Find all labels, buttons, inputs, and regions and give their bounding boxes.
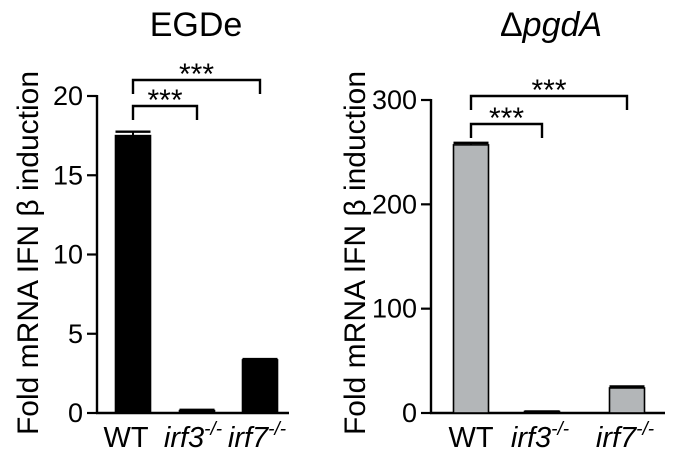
- y-tick-label: 200: [372, 189, 417, 219]
- chart-title: EGDe: [150, 6, 243, 44]
- category-superscript: -/-: [268, 419, 286, 440]
- x-tick-label: WT: [448, 422, 493, 454]
- x-tick-label: irf3-/-: [164, 419, 222, 454]
- significance-label: ***: [147, 84, 182, 117]
- significance-bracket: [131, 104, 199, 120]
- title-prefix: Δ: [500, 6, 523, 44]
- x-tick-label: irf7-/-: [228, 419, 286, 454]
- x-tick-label: irf3-/-: [511, 419, 569, 454]
- bar-irf7: [608, 387, 646, 414]
- significance-bracket: [131, 78, 262, 94]
- y-axis-label: Fold mRNA IFN β induction: [12, 71, 45, 435]
- category-name: irf7: [228, 422, 270, 454]
- chart-panel-pgda: ΔpgdA Fold mRNA IFN β induction 0 100 200 300…: [339, 6, 665, 454]
- chart-title: ΔpgdA: [500, 6, 602, 44]
- y-tick-label: 0: [68, 398, 83, 428]
- category-name: WT: [103, 422, 148, 454]
- significance-label: ***: [489, 102, 524, 135]
- bar-irf7: [241, 359, 279, 414]
- y-tick-label: 100: [372, 294, 417, 324]
- significance-label: ***: [179, 58, 214, 91]
- x-tick-label: irf7-/-: [596, 419, 654, 454]
- x-tick-label: WT: [103, 422, 148, 454]
- y-tick-label: 20: [53, 81, 83, 111]
- chart-panel-egde: EGDe Fold mRNA IFN β induction 0 5 10 15 20 WT i…: [12, 6, 289, 454]
- category-name: irf3: [511, 422, 551, 454]
- title-main: pgdA: [522, 6, 602, 44]
- y-axis-label: Fold mRNA IFN β induction: [339, 71, 372, 435]
- significance-label: ***: [531, 74, 566, 107]
- category-name: irf3: [164, 422, 204, 454]
- y-tick-label: 15: [53, 160, 83, 190]
- y-tick-label: 10: [53, 240, 83, 270]
- category-superscript: -/-: [636, 419, 654, 440]
- bar-wt: [114, 134, 152, 414]
- y-tick-label: 5: [68, 319, 83, 349]
- category-name: WT: [448, 422, 493, 454]
- y-tick-label: 300: [372, 85, 417, 115]
- category-superscript: -/-: [204, 419, 222, 440]
- significance-bracket: [469, 122, 544, 138]
- bar-wt: [452, 144, 490, 414]
- significance-bracket: [469, 94, 629, 110]
- category-name: irf7: [596, 422, 638, 454]
- y-tick-label: 0: [402, 398, 417, 428]
- category-superscript: -/-: [551, 419, 569, 440]
